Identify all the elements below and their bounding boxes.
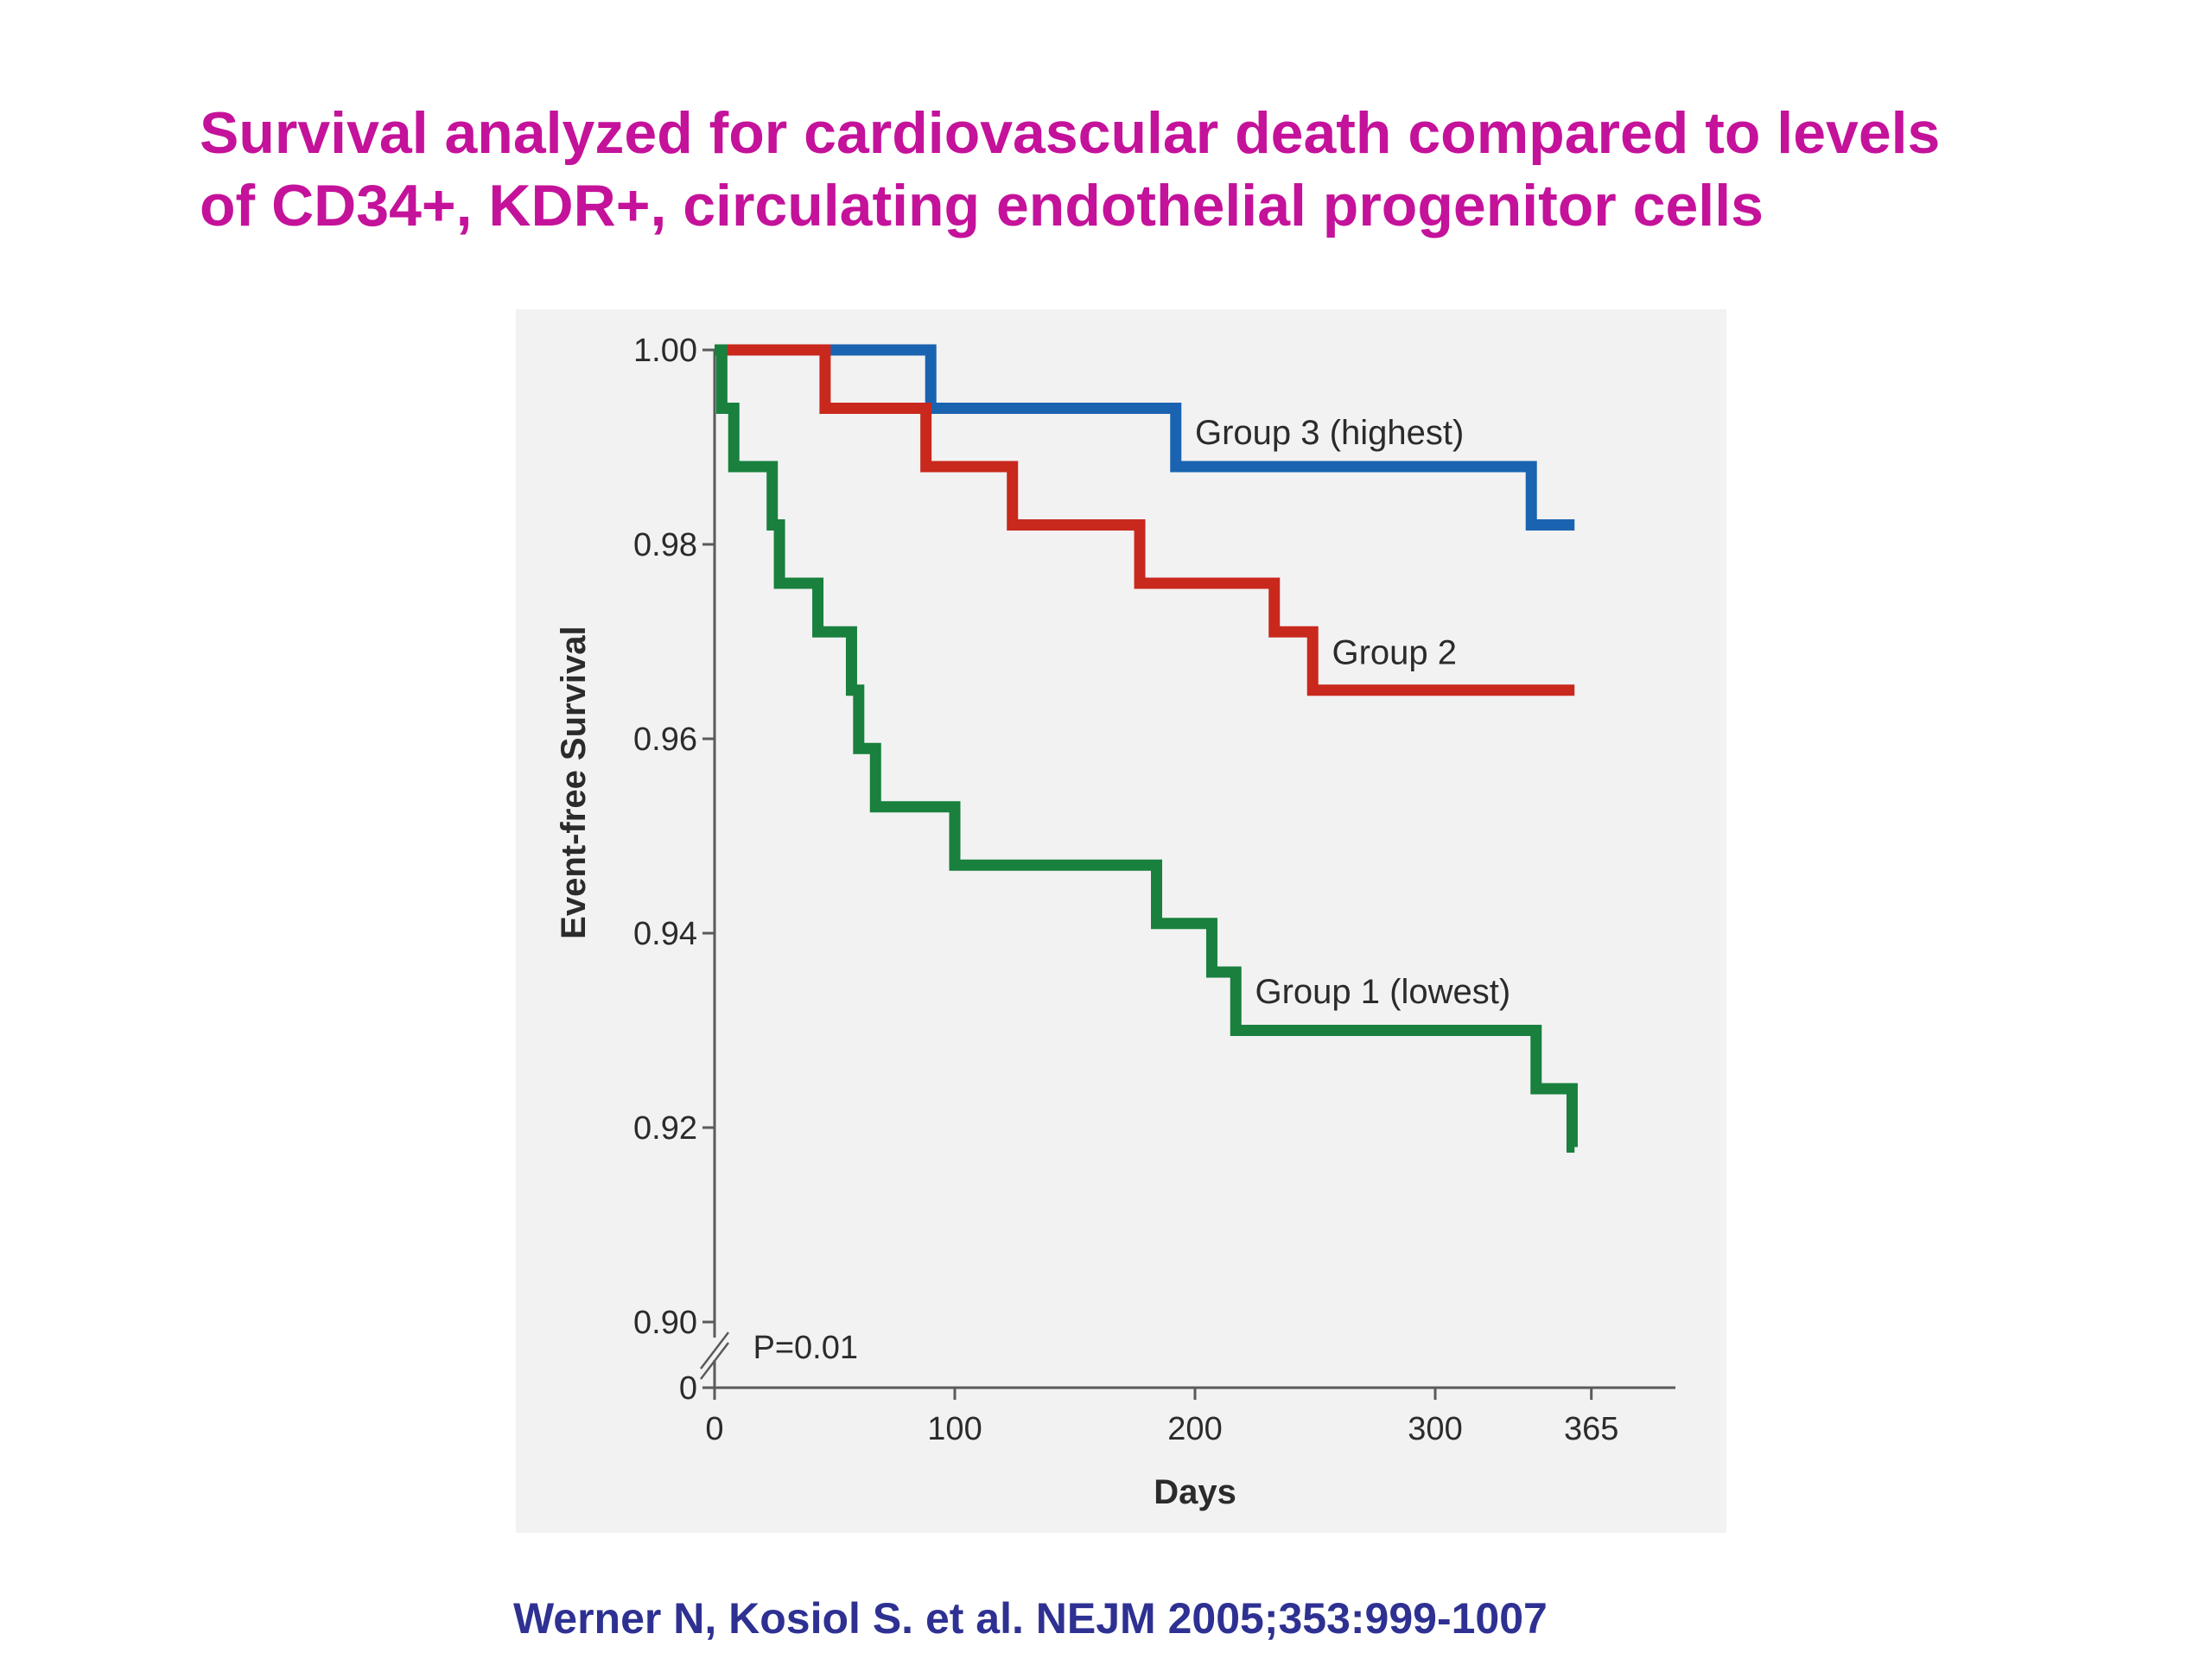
group-2-label: Group 2 xyxy=(1332,633,1457,671)
x-tick-label: 365 xyxy=(1564,1411,1618,1447)
p-value-annotation: P=0.01 xyxy=(753,1330,858,1366)
group-3-line xyxy=(715,344,1575,531)
x-axis-title: Days xyxy=(1154,1473,1236,1511)
x-tick-label: 100 xyxy=(927,1411,982,1447)
group-1-label: Group 1 (lowest) xyxy=(1255,973,1511,1011)
y-tick-label: 0.90 xyxy=(633,1305,697,1341)
x-tick-label: 0 xyxy=(705,1411,723,1447)
y-tick-label: 0.92 xyxy=(633,1110,697,1147)
series-lines xyxy=(715,344,1578,1153)
citation: Werner N, Kosiol S. et al. NEJM 2005;353… xyxy=(513,1594,1548,1643)
y-tick-label: 0.94 xyxy=(633,916,697,952)
y-axis-title: Event-free Survival xyxy=(555,626,593,938)
group-3-label: Group 3 (highest) xyxy=(1195,414,1464,452)
x-tick-label: 300 xyxy=(1408,1411,1462,1447)
slide-title-line-1: Survival analyzed for cardiovascular dea… xyxy=(200,100,1941,166)
axes xyxy=(700,348,1675,1400)
y-tick-label: 1.00 xyxy=(633,333,697,369)
y-tick-label-zero: 0 xyxy=(679,1370,697,1407)
x-tick-label: 200 xyxy=(1167,1411,1222,1447)
chart-labels: 1.00 0.98 0.96 0.94 0.92 0.90 00 100 200 300 365 Da… xyxy=(555,333,1618,1511)
y-tick-label: 0.96 xyxy=(633,721,697,758)
axis-break-mark xyxy=(700,1332,729,1370)
slide-title-line-2: of CD34+, KDR+, circulating endothelial … xyxy=(200,173,1764,238)
y-tick-label: 0.98 xyxy=(633,527,697,563)
group-2-line xyxy=(715,344,1575,696)
group-1-line xyxy=(715,344,1578,1153)
slide-title: Survival analyzed for cardiovascular dea… xyxy=(200,97,2170,242)
chart-panel: 1.00 0.98 0.96 0.94 0.92 0.90 0 0 100 200 300 365 Da… xyxy=(516,309,1726,1533)
axis-break-mark xyxy=(700,1342,729,1380)
survival-chart: 1.00 0.98 0.96 0.94 0.92 0.90 00 100 200 300 365 Da… xyxy=(555,333,1675,1511)
